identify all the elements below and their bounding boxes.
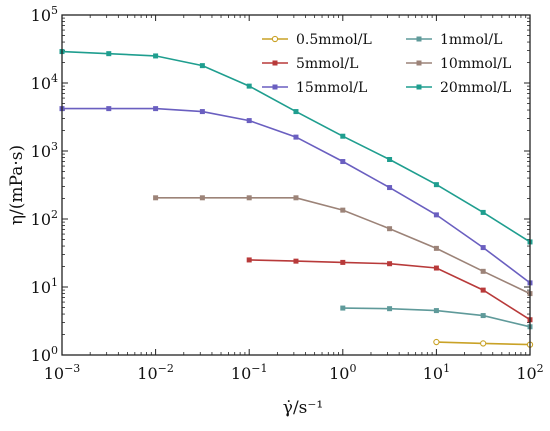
y-tick-label: 100 xyxy=(31,344,58,365)
y-axis-label: η/(mPa·s) xyxy=(7,145,27,225)
y-tick-label: 105 xyxy=(31,4,58,25)
x-tick-label: 10−1 xyxy=(231,362,268,383)
x-tick-label: 10−3 xyxy=(44,362,81,383)
data-point xyxy=(153,195,159,201)
legend-swatch-marker xyxy=(416,36,422,42)
data-point xyxy=(387,156,393,162)
data-point xyxy=(480,209,486,215)
x-tick-label: 101 xyxy=(423,362,450,383)
data-point xyxy=(480,313,486,319)
y-tick-label: 104 xyxy=(31,72,58,93)
data-point xyxy=(293,195,299,201)
legend-label: 20mmol/L xyxy=(440,80,511,96)
legend-label: 15mmol/L xyxy=(296,80,367,96)
data-point xyxy=(340,133,346,139)
legend-label: 5mmol/L xyxy=(296,56,358,72)
data-point xyxy=(340,159,346,165)
data-point xyxy=(199,195,205,201)
legend-swatch-marker xyxy=(272,84,278,90)
data-point xyxy=(246,83,252,89)
data-point xyxy=(106,51,112,57)
tick-labels: 10−3 10−2 10−1 100 101 102 100 101 102 103 104 105 xyxy=(31,4,544,383)
y-tick-label: 103 xyxy=(31,140,58,161)
data-point xyxy=(433,338,440,346)
y-tick-label: 101 xyxy=(31,276,58,297)
legend-label: 0.5mmol/L xyxy=(296,32,372,48)
data-point xyxy=(246,257,252,263)
data-point xyxy=(199,63,205,69)
data-point xyxy=(433,308,439,314)
legend-label: 1mmol/L xyxy=(440,32,502,48)
data-point xyxy=(199,109,205,115)
plot-frame xyxy=(61,14,531,356)
legend-swatch-marker xyxy=(271,35,279,43)
data-point xyxy=(387,306,393,312)
data-point xyxy=(106,106,112,112)
data-point xyxy=(433,212,439,218)
x-axis-label: γ̇/s⁻¹ xyxy=(283,398,323,418)
x-tick-label: 100 xyxy=(329,362,356,383)
legend-swatch-marker xyxy=(416,84,422,90)
legend-swatch-marker xyxy=(272,60,278,66)
data-point xyxy=(153,106,159,112)
data-point xyxy=(387,185,393,191)
legend-swatch-marker xyxy=(416,60,422,66)
data-point xyxy=(433,245,439,251)
data-point xyxy=(340,259,346,265)
data-point xyxy=(153,53,159,59)
data-point xyxy=(340,207,346,213)
data-point xyxy=(480,268,486,274)
data-point xyxy=(480,340,487,347)
data-point xyxy=(293,109,299,115)
data-point xyxy=(293,258,299,264)
data-point xyxy=(387,226,393,232)
legend: 0.5mmol/L 1mmol/L 5mmol/L 10mmol/L 15mmol/L 2… xyxy=(262,32,511,96)
legend-label: 10mmol/L xyxy=(440,56,511,72)
x-tick-label: 102 xyxy=(516,362,543,383)
data-point xyxy=(340,305,346,311)
data-point xyxy=(433,265,439,271)
data-point xyxy=(480,245,486,251)
y-tick-label: 102 xyxy=(31,208,58,229)
data-point xyxy=(246,195,252,201)
data-point xyxy=(480,287,486,293)
data-point xyxy=(293,134,299,140)
data-point xyxy=(387,261,393,267)
x-tick-label: 10−2 xyxy=(137,362,174,383)
data-point xyxy=(246,118,252,124)
data-point xyxy=(433,182,439,188)
